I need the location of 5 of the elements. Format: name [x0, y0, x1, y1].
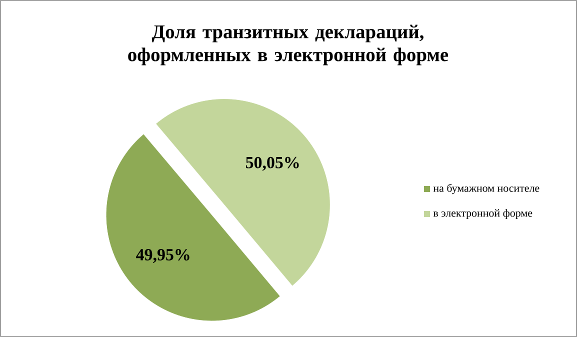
data-label: 50,05% [246, 156, 299, 171]
data-label: 49,95% [136, 249, 190, 263]
chart-title: Доля транзитных деклараций, оформленных в электронной форме [128, 24, 448, 66]
legend-label: в электронной форме [433, 209, 532, 219]
legend-label: на бумажном носителе [433, 184, 540, 194]
